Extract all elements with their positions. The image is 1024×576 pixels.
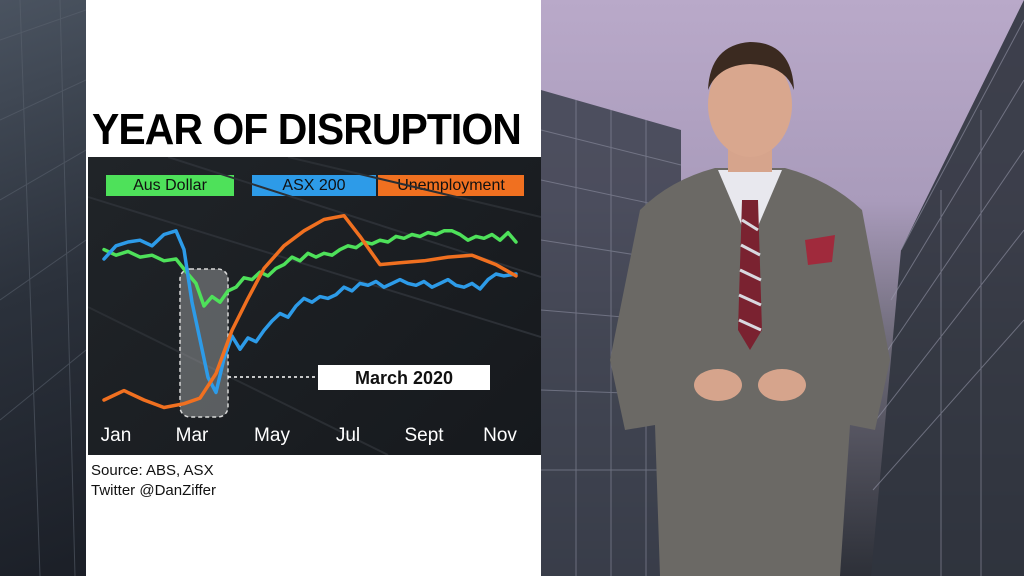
legend-asx-200-label: ASX 200 [282, 177, 346, 194]
series-line-asx-200 [102, 229, 518, 395]
x-tick-label: Sept [404, 425, 444, 446]
chart-title: YEAR OF DISRUPTION [92, 105, 522, 154]
legend-aus-dollar: Aus Dollar [106, 175, 234, 196]
chart-area: Aus Dollar ASX 200 Unemployment March 20… [88, 157, 541, 455]
building-grid-left [0, 0, 86, 576]
legend-asx-200: ASX 200 [252, 175, 376, 196]
source-note: Source: ABS, ASX Twitter @DanZiffer [91, 461, 216, 501]
annotation-label: March 2020 [355, 368, 453, 388]
x-tick-label: Jan [101, 425, 132, 446]
x-tick-label: Jul [336, 425, 360, 446]
annotation-box [318, 365, 490, 390]
presenter-figure [610, 42, 890, 576]
background-building-left [0, 0, 86, 576]
line-chart: March 2020 Jan Mar May Jul Sept Nov [88, 157, 541, 455]
source-line-2: Twitter @DanZiffer [91, 482, 216, 499]
legend-aus-dollar-label: Aus Dollar [133, 177, 207, 194]
series-line-aus-dollar [102, 229, 518, 308]
building-grid-right [541, 0, 1024, 576]
x-tick-label: May [254, 425, 290, 446]
series-line-unemployment [102, 213, 518, 410]
source-line-1: Source: ABS, ASX [91, 462, 214, 479]
chart-background-lines [88, 157, 541, 455]
graphic-panel: YEAR OF DISRUPTION Aus Dollar ASX 200 Un… [86, 0, 541, 576]
x-tick-label: Nov [483, 425, 517, 446]
x-tick-label: Mar [176, 425, 209, 446]
